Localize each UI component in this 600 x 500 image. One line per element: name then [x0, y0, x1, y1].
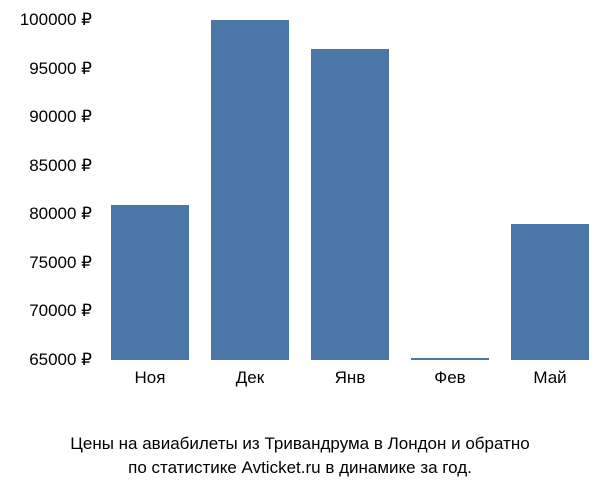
y-axis: 65000 ₽70000 ₽75000 ₽80000 ₽85000 ₽90000…: [0, 20, 100, 360]
bar: [211, 20, 289, 360]
x-tick-label: Дек: [236, 368, 264, 388]
bar: [511, 224, 589, 360]
y-tick-label: 65000 ₽: [29, 350, 92, 370]
x-tick-label: Фев: [434, 368, 465, 388]
chart-container: 65000 ₽ 70000 ₽ 75000 ₽ 80000 ₽ 85000 ₽ 90000…: [0, 20, 600, 400]
y-tick-label: 90000 ₽: [29, 107, 92, 127]
caption-line-1: Цены на авиабилеты из Тривандрума в Лонд…: [70, 434, 529, 453]
y-tick-label: 95000 ₽: [29, 59, 92, 79]
y-tick-label: 85000 ₽: [29, 156, 92, 176]
bar: [111, 205, 189, 360]
y-tick-label: 80000 ₽: [29, 204, 92, 224]
plot-area: [100, 20, 600, 360]
y-tick-label: 100000 ₽: [20, 10, 92, 30]
x-tick-label: Ноя: [135, 368, 166, 388]
bar: [311, 49, 389, 360]
x-tick-label: Май: [533, 368, 566, 388]
y-tick-label: 70000 ₽: [29, 301, 92, 321]
x-tick-label: Янв: [335, 368, 366, 388]
y-tick-label: 75000 ₽: [29, 253, 92, 273]
bar: [411, 358, 489, 360]
chart-caption: Цены на авиабилеты из Тривандрума в Лонд…: [0, 432, 600, 480]
x-axis: Ноя Дек Янв Фев Май: [100, 368, 600, 398]
caption-line-2: по статистике Avticket.ru в динамике за …: [128, 458, 472, 477]
